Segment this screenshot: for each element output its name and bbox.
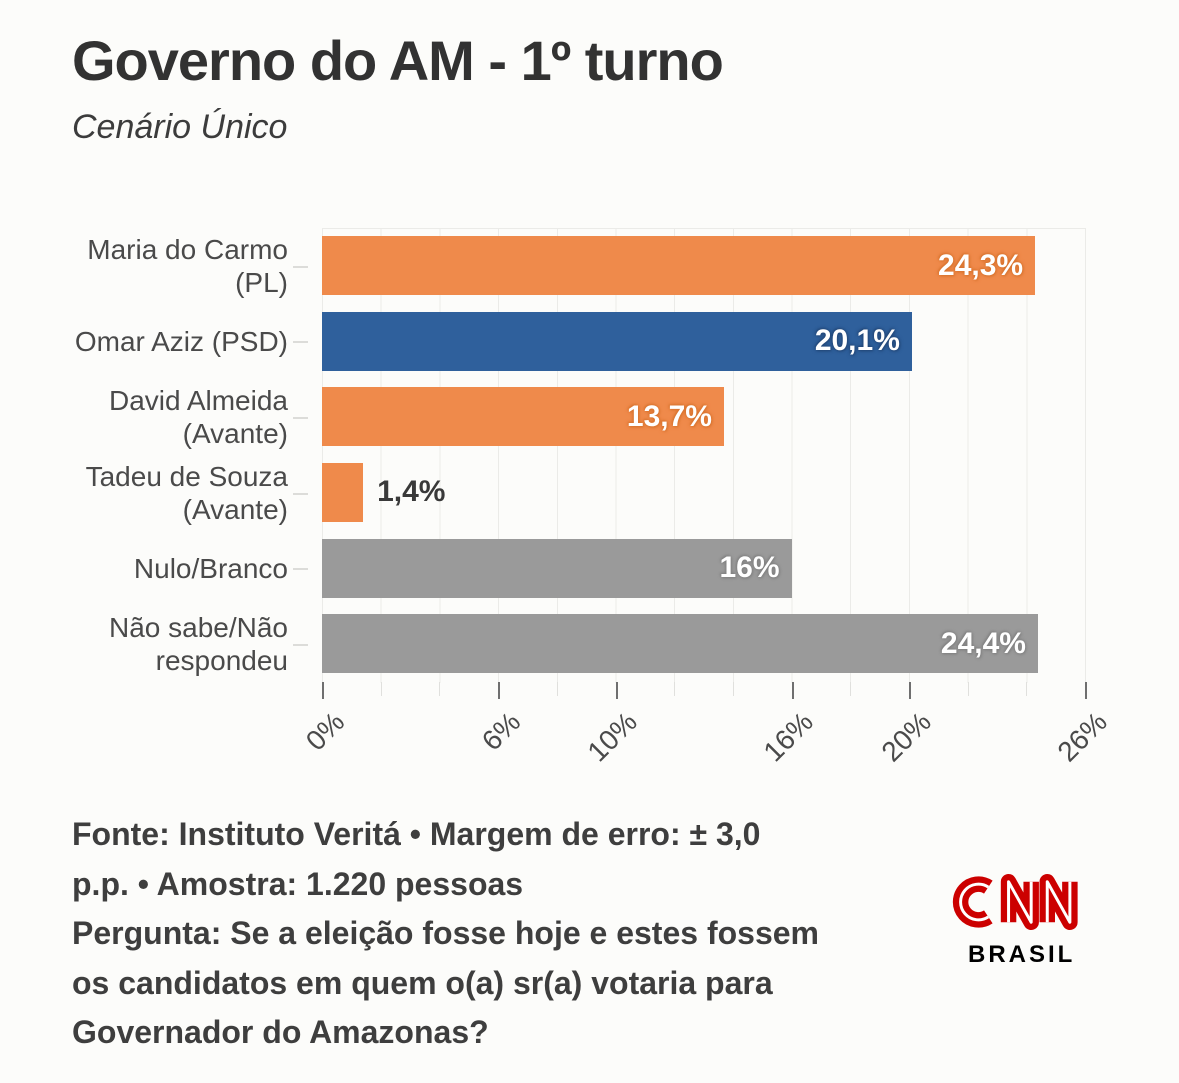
- cnn-brasil-logo: BRASIL: [952, 872, 1132, 969]
- category-label: Tadeu de Souza (Avante): [0, 455, 288, 531]
- x-axis-minor-tick: [439, 682, 441, 696]
- cnn-brasil-label: BRASIL: [968, 941, 1076, 968]
- x-axis-minor-tick: [674, 682, 676, 696]
- category-label: David Almeida (Avante): [0, 379, 288, 455]
- x-axis-major-tick: [322, 682, 324, 699]
- category-tick: [293, 341, 308, 344]
- category-label-text: Maria do Carmo (PL): [87, 233, 288, 298]
- x-axis-major-tick: [791, 682, 794, 699]
- category-label-text: David Almeida (Avante): [109, 385, 288, 450]
- x-axis-tick-label: 16%: [757, 706, 820, 768]
- bar-4: 16%: [322, 538, 792, 598]
- x-axis-major-tick: [908, 682, 911, 699]
- source-and-question-text: Fonte: Instituto Veritá • Margem de erro…: [72, 810, 819, 1058]
- x-axis-major-tick: [615, 682, 618, 699]
- category-label-text: Omar Aziz (PSD): [74, 325, 288, 357]
- category-label: Não sabe/Não respondeu: [0, 606, 288, 682]
- bar-value-label: 24,3%: [938, 248, 1024, 282]
- footer-line: Governador do Amazonas?: [72, 1014, 489, 1050]
- chart-row: David Almeida (Avante) 13,7%: [0, 379, 1179, 455]
- footer-line: p.p. • Amostra: 1.220 pessoas: [72, 865, 524, 902]
- x-axis-tick-label: 10%: [581, 706, 644, 768]
- chart-row: Nulo/Branco 16%: [0, 531, 1179, 607]
- bar-1: 20,1%: [322, 311, 912, 371]
- page-subtitle: Cenário Único: [72, 108, 288, 146]
- x-axis-tick-label: 0%: [299, 706, 350, 757]
- category-tick: [293, 417, 308, 420]
- bar-5: 24,4%: [322, 614, 1038, 674]
- x-axis: 0% 6% 10% 16% 20% 26%: [299, 682, 1113, 802]
- category-label-text: Não sabe/Não respondeu: [108, 612, 288, 677]
- bar-value-label: 24,4%: [940, 626, 1026, 660]
- bar-value-label: 16%: [719, 551, 780, 585]
- category-tick: [293, 265, 308, 268]
- bar-2: 13,7%: [322, 387, 724, 447]
- chart-row: Maria do Carmo (PL) 24,3%: [0, 228, 1179, 304]
- category-label: Nulo/Branco: [0, 531, 288, 607]
- x-axis-minor-tick: [732, 682, 734, 696]
- x-axis-tick-label: 6%: [475, 706, 527, 757]
- x-axis-major-tick: [498, 682, 501, 699]
- x-axis-tick-label: 20%: [875, 706, 937, 768]
- bar-3: 1,4%: [322, 462, 445, 522]
- category-label: Maria do Carmo (PL): [0, 228, 288, 304]
- plot-gridlines: [322, 228, 1085, 683]
- footer-line: os candidatos em quem o(a) sr(a) votaria…: [72, 964, 773, 1001]
- cnn-logo-icon: [952, 874, 1078, 930]
- x-axis-minor-tick: [380, 682, 382, 696]
- bar-value-label: 20,1%: [814, 324, 900, 358]
- category-label-text: Tadeu de Souza (Avante): [85, 460, 288, 525]
- x-axis-minor-tick: [1026, 682, 1028, 696]
- bar-value-label: 1,4%: [377, 475, 446, 509]
- footer-line: Pergunta: Se a eleição fosse hoje e este…: [72, 915, 819, 951]
- category-tick: [293, 492, 308, 495]
- category-label: Omar Aziz (PSD): [0, 304, 288, 380]
- x-axis-minor-tick: [967, 682, 969, 696]
- plot-right-gridline: [1085, 228, 1086, 682]
- x-axis-tick-label: 26%: [1051, 706, 1113, 768]
- chart-row: Omar Aziz (PSD) 20,1%: [0, 304, 1179, 380]
- footer-line: Fonte: Instituto Veritá • Margem de erro…: [72, 816, 761, 852]
- bar-0: 24,3%: [322, 236, 1036, 295]
- x-axis-minor-tick: [556, 682, 558, 696]
- bar-value-label: 13,7%: [626, 399, 712, 433]
- chart-row: Não sabe/Não respondeu 24,4%: [0, 606, 1179, 682]
- x-axis-minor-tick: [850, 682, 852, 696]
- category-tick: [293, 644, 308, 647]
- bar-chart: Maria do Carmo (PL) 24,3% Omar Aziz (PSD) 2…: [0, 228, 1179, 682]
- x-axis-major-tick: [1085, 682, 1087, 699]
- page-title: Governo do AM - 1º turno: [72, 29, 724, 92]
- chart-row: Tadeu de Souza (Avante) 1,4%: [0, 455, 1179, 531]
- category-tick: [293, 568, 308, 571]
- category-label-text: Nulo/Branco: [133, 552, 288, 584]
